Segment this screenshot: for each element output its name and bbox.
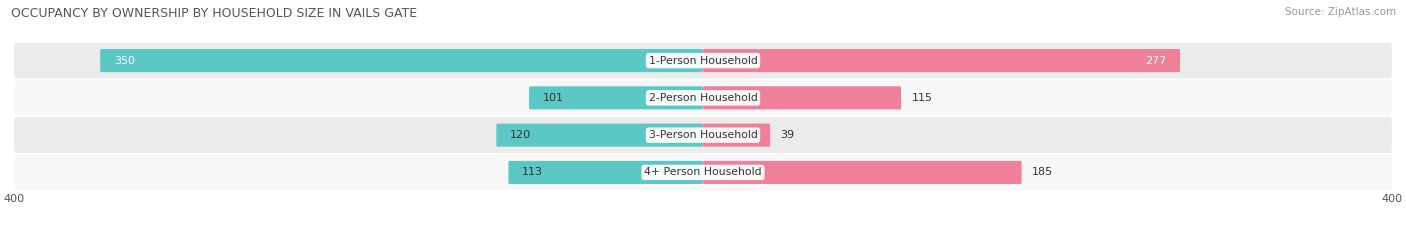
FancyBboxPatch shape — [703, 123, 770, 147]
Text: 113: 113 — [522, 168, 543, 177]
FancyBboxPatch shape — [703, 86, 901, 110]
FancyBboxPatch shape — [14, 43, 1392, 79]
Text: 3-Person Household: 3-Person Household — [648, 130, 758, 140]
FancyBboxPatch shape — [100, 49, 703, 72]
Text: 185: 185 — [1032, 168, 1053, 177]
FancyBboxPatch shape — [496, 123, 703, 147]
Text: Source: ZipAtlas.com: Source: ZipAtlas.com — [1285, 7, 1396, 17]
Text: 2-Person Household: 2-Person Household — [648, 93, 758, 103]
Text: 101: 101 — [543, 93, 564, 103]
FancyBboxPatch shape — [14, 154, 1392, 190]
FancyBboxPatch shape — [703, 49, 1180, 72]
Text: 277: 277 — [1144, 56, 1167, 65]
FancyBboxPatch shape — [703, 161, 1022, 184]
Text: 39: 39 — [780, 130, 794, 140]
Text: 4+ Person Household: 4+ Person Household — [644, 168, 762, 177]
FancyBboxPatch shape — [14, 117, 1392, 153]
FancyBboxPatch shape — [509, 161, 703, 184]
Text: 350: 350 — [114, 56, 135, 65]
FancyBboxPatch shape — [14, 80, 1392, 116]
Text: 120: 120 — [510, 130, 531, 140]
Text: 115: 115 — [911, 93, 932, 103]
Text: OCCUPANCY BY OWNERSHIP BY HOUSEHOLD SIZE IN VAILS GATE: OCCUPANCY BY OWNERSHIP BY HOUSEHOLD SIZE… — [11, 7, 418, 20]
FancyBboxPatch shape — [529, 86, 703, 110]
Text: 1-Person Household: 1-Person Household — [648, 56, 758, 65]
